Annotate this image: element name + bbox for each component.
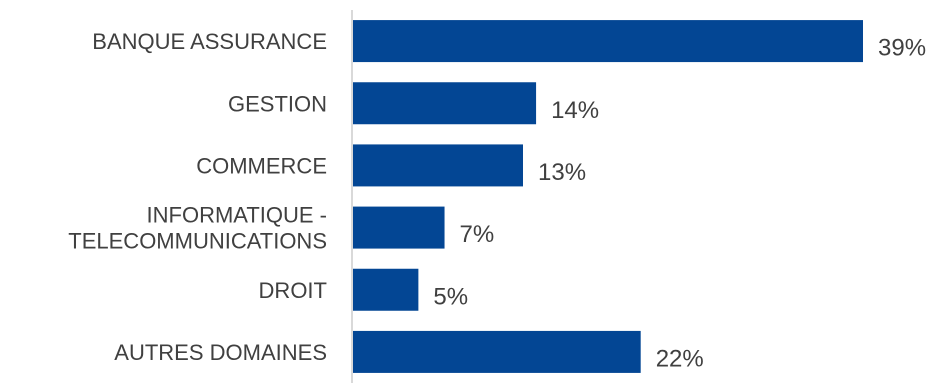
bar [353, 206, 445, 249]
value-label: 5% [433, 283, 468, 310]
bars-group [353, 20, 863, 373]
category-labels-group: BANQUE ASSURANCE GESTION COMMERCE INFORMATI… [68, 29, 327, 365]
category-label-line: DROIT [259, 277, 327, 302]
bar [353, 144, 523, 187]
value-label: 22% [656, 345, 704, 372]
category-label-line: INFORMATIQUE - [147, 202, 327, 227]
bar [353, 330, 641, 373]
bar [353, 268, 419, 311]
category-label-line: TELECOMMUNICATIONS [68, 228, 327, 253]
value-label: 13% [538, 159, 586, 186]
category-label: DROIT [259, 277, 327, 302]
category-label-line: BANQUE ASSURANCE [92, 29, 327, 54]
category-label: BANQUE ASSURANCE [92, 29, 327, 54]
category-label: COMMERCE [196, 153, 327, 178]
value-label: 7% [460, 221, 495, 248]
value-label: 39% [878, 35, 926, 62]
category-label: INFORMATIQUE -TELECOMMUNICATIONS [68, 202, 327, 253]
category-label-line: GESTION [228, 91, 327, 116]
bar [353, 20, 863, 63]
category-label-line: COMMERCE [196, 153, 327, 178]
category-label: AUTRES DOMAINES [114, 339, 327, 364]
value-labels-group: 39% 14% 13% 7% 5% 22% [433, 35, 926, 373]
value-label: 14% [551, 97, 599, 124]
bar [353, 82, 537, 125]
category-label: GESTION [228, 91, 327, 116]
category-label-line: AUTRES DOMAINES [114, 339, 327, 364]
